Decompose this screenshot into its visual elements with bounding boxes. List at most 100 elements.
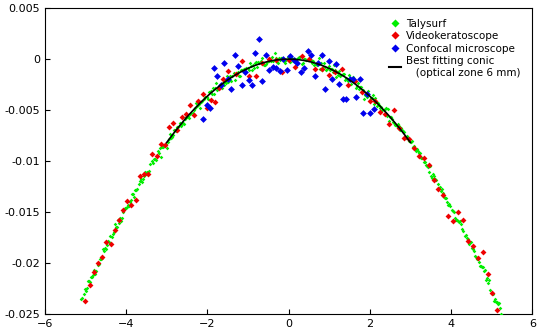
- Point: [282, 58, 291, 63]
- Point: [179, 120, 187, 126]
- Point: [206, 89, 214, 95]
- Point: [153, 153, 161, 158]
- Point: [154, 148, 163, 154]
- Point: [276, 55, 285, 60]
- Point: [156, 145, 165, 151]
- Point: [377, 105, 386, 110]
- Point: [293, 56, 301, 61]
- Point: [418, 155, 427, 161]
- Point: [160, 142, 169, 147]
- Point: [215, 85, 224, 91]
- Point: [311, 66, 320, 72]
- Point: [373, 103, 381, 108]
- Point: [190, 113, 199, 118]
- Point: [143, 169, 152, 174]
- Point: [139, 176, 147, 182]
- Point: [182, 115, 191, 120]
- Point: [287, 56, 296, 61]
- Point: [112, 224, 120, 229]
- Point: [237, 68, 245, 73]
- Point: [271, 56, 280, 61]
- Point: [206, 105, 214, 111]
- Point: [83, 286, 91, 291]
- Point: [268, 64, 277, 70]
- Point: [424, 169, 433, 174]
- Point: [248, 82, 256, 88]
- Point: [375, 109, 384, 115]
- Point: [471, 253, 480, 259]
- Point: [285, 57, 293, 62]
- Point: [170, 128, 179, 133]
- Point: [199, 116, 207, 122]
- Point: [329, 63, 338, 68]
- Point: [306, 57, 314, 62]
- Point: [440, 194, 448, 199]
- Point: [169, 133, 178, 138]
- Point: [148, 161, 157, 166]
- Point: [238, 59, 247, 64]
- Point: [455, 219, 463, 224]
- Point: [279, 56, 288, 61]
- Point: [316, 61, 325, 66]
- Point: [478, 249, 487, 254]
- Point: [265, 58, 273, 63]
- Point: [314, 56, 323, 61]
- Point: [390, 107, 399, 113]
- Point: [331, 61, 340, 67]
- Point: [274, 56, 283, 61]
- Point: [120, 206, 129, 211]
- Point: [251, 61, 259, 66]
- Point: [150, 156, 158, 162]
- Point: [393, 121, 402, 127]
- Point: [291, 65, 300, 70]
- Point: [122, 205, 130, 210]
- Point: [384, 118, 393, 123]
- Point: [454, 209, 462, 215]
- Point: [402, 136, 410, 141]
- Point: [334, 72, 342, 77]
- Point: [321, 64, 329, 69]
- Point: [227, 87, 235, 92]
- Point: [421, 162, 430, 167]
- Point: [85, 278, 93, 284]
- Point: [470, 248, 478, 254]
- Point: [86, 279, 94, 284]
- Point: [110, 229, 118, 235]
- Point: [79, 291, 88, 296]
- Point: [349, 76, 357, 82]
- Point: [267, 58, 275, 63]
- Point: [261, 61, 270, 67]
- Point: [195, 102, 204, 107]
- Point: [177, 115, 186, 120]
- Point: [98, 256, 106, 261]
- Point: [244, 67, 253, 73]
- Point: [89, 272, 98, 277]
- Point: [338, 97, 347, 102]
- Point: [369, 101, 378, 106]
- Point: [397, 128, 406, 133]
- Point: [439, 193, 448, 198]
- Point: [152, 157, 160, 163]
- Point: [457, 222, 465, 227]
- Point: [349, 75, 357, 80]
- Point: [193, 103, 201, 109]
- Point: [292, 60, 300, 65]
- Point: [176, 121, 184, 126]
- Point: [256, 59, 265, 64]
- Point: [246, 63, 255, 69]
- Point: [483, 276, 491, 281]
- Point: [307, 53, 315, 58]
- Point: [295, 54, 303, 60]
- Point: [310, 73, 319, 79]
- Point: [318, 66, 326, 71]
- Point: [323, 67, 332, 72]
- Point: [241, 69, 249, 74]
- Point: [157, 141, 165, 147]
- Point: [366, 110, 375, 116]
- Point: [370, 95, 379, 101]
- Point: [296, 55, 305, 60]
- Point: [93, 260, 102, 265]
- Point: [94, 262, 103, 267]
- Point: [230, 77, 239, 82]
- Point: [178, 121, 186, 127]
